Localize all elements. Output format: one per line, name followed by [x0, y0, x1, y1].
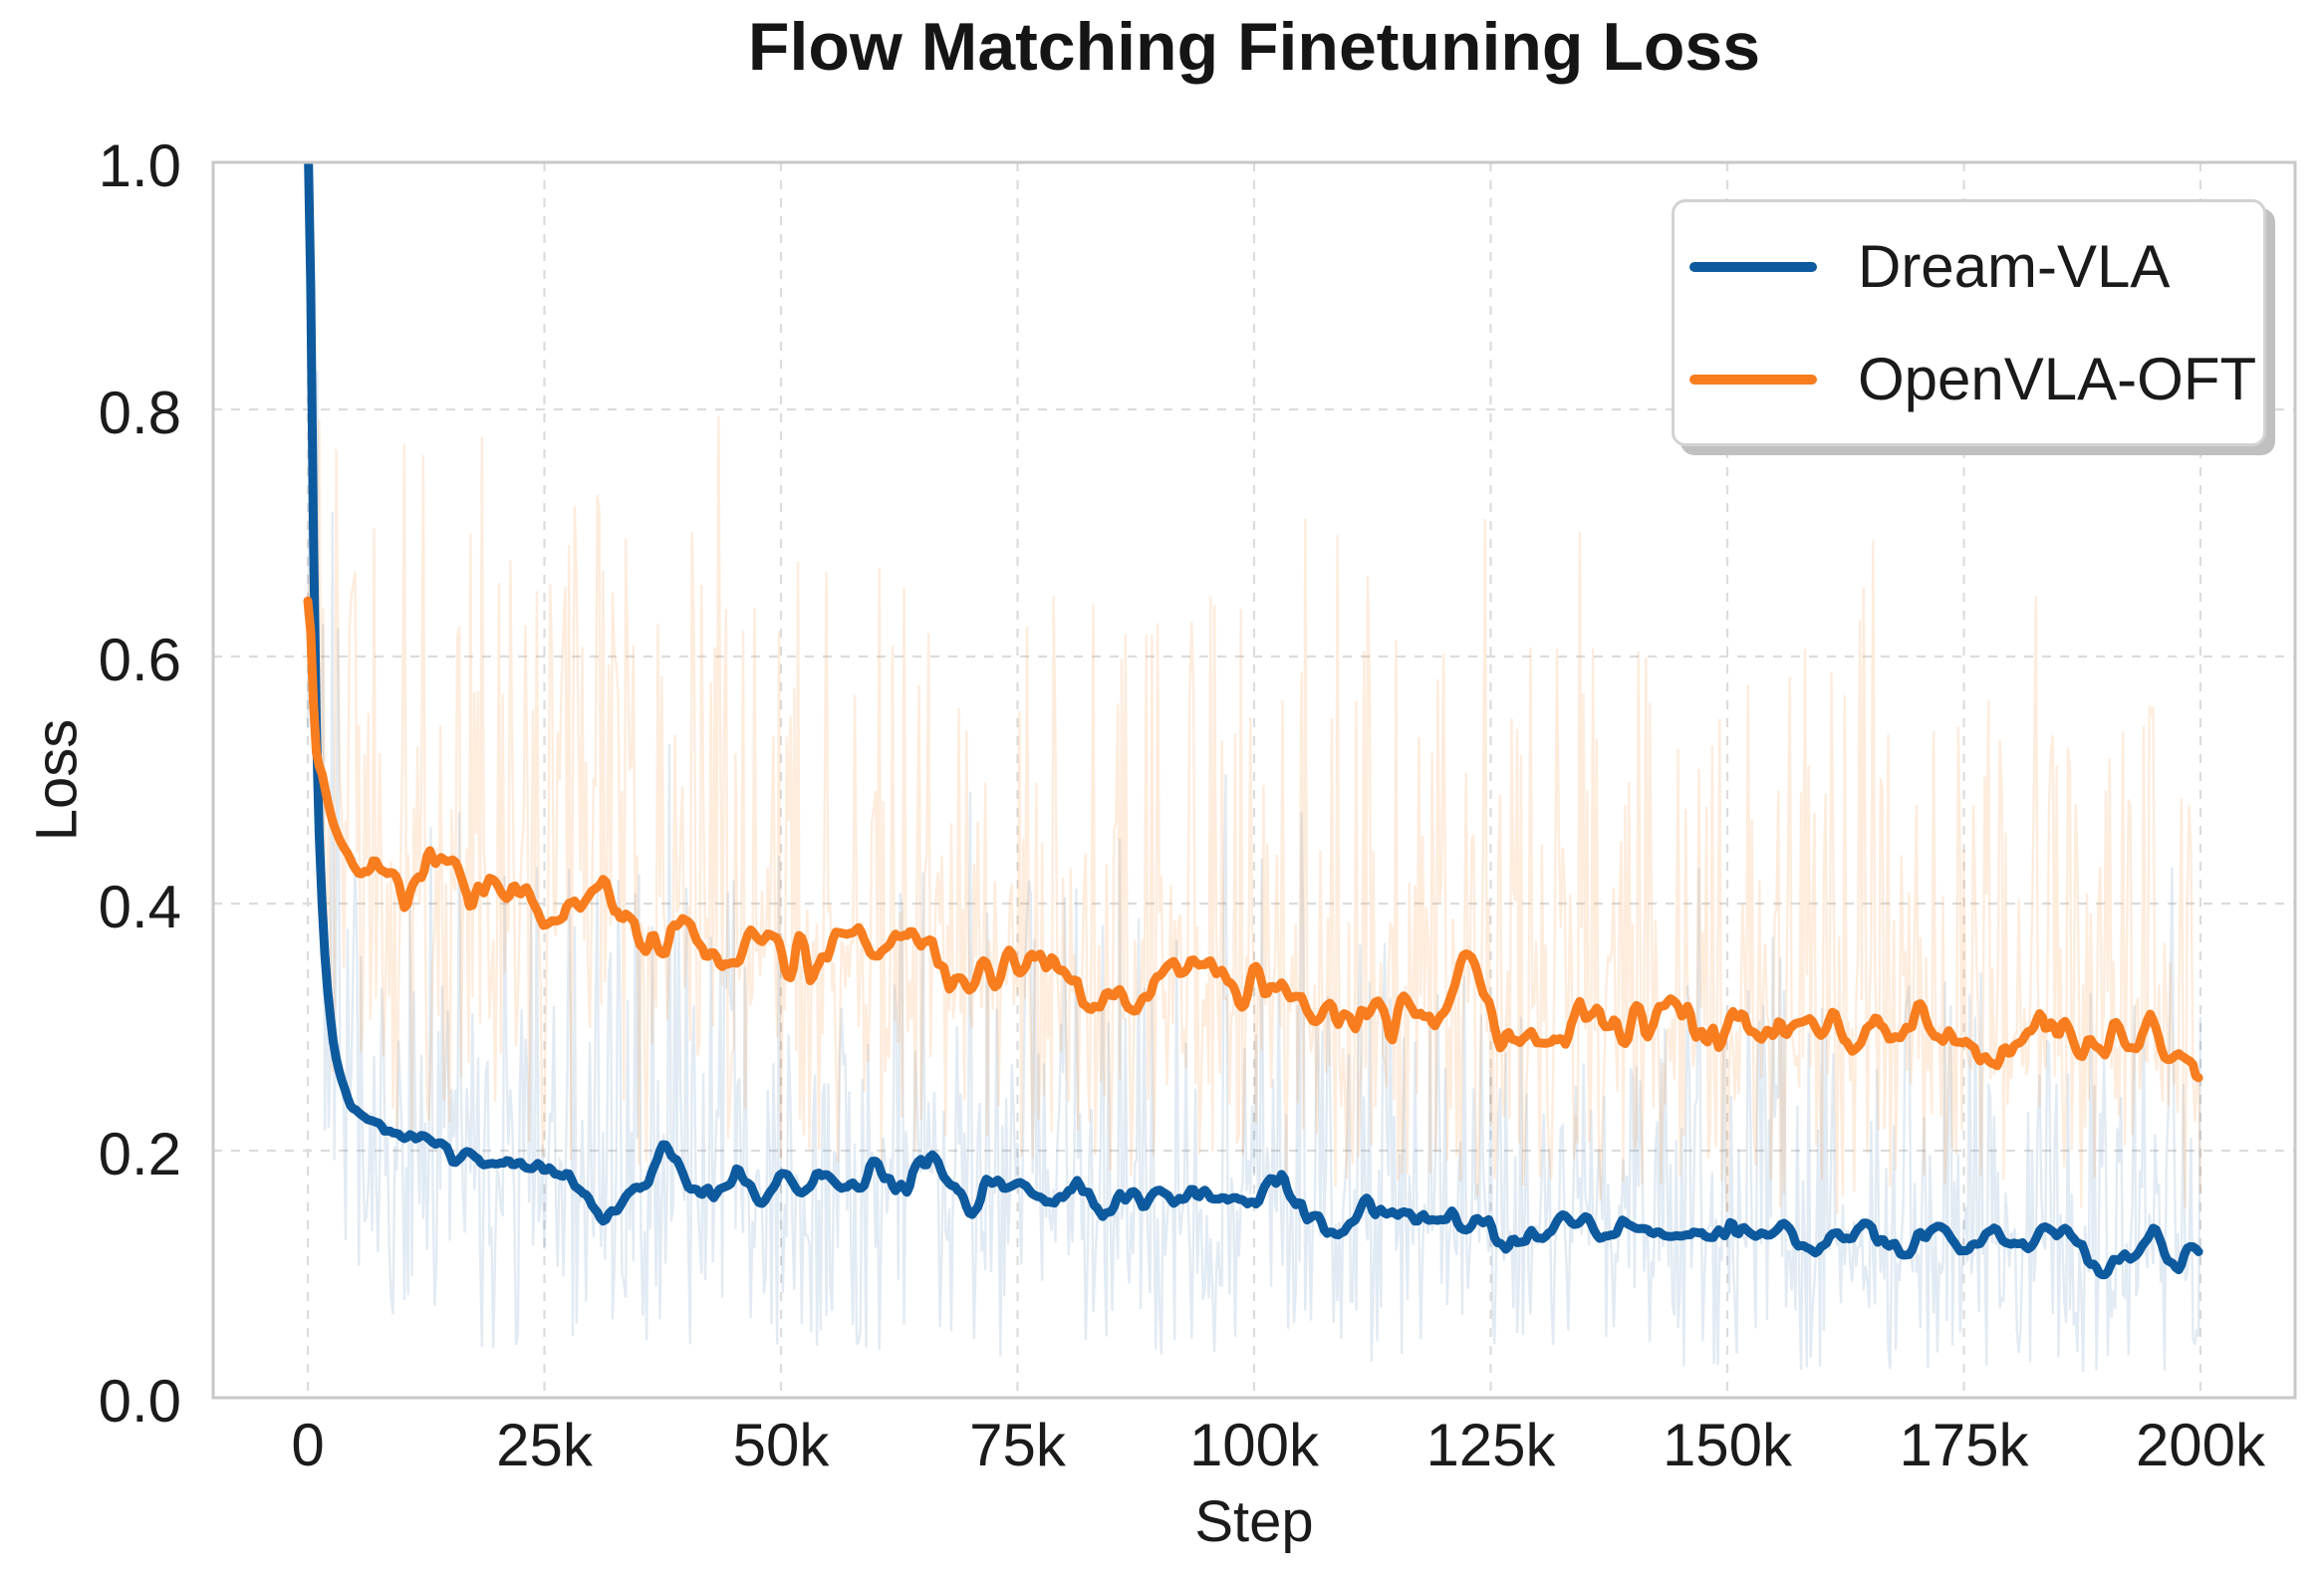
- raw-trace-OpenVLA-OFT (raw): [306, 415, 2202, 1214]
- x-tick-label: 200k: [2136, 1412, 2266, 1478]
- x-tick-labels: 0 25k 50k 75k 100k 125k 150k 175k 200k: [291, 1412, 2266, 1478]
- mean-curve-Dream-VLA: [304, 162, 2203, 1280]
- y-tick-label: 1.0: [99, 132, 181, 199]
- axes-spines: [211, 160, 2297, 1400]
- x-tick-label: 75k: [969, 1412, 1067, 1478]
- x-tick-label: 125k: [1425, 1412, 1556, 1478]
- legend-label-openvla-oft: OpenVLA-OFT: [1858, 346, 2257, 412]
- x-tick-label: 25k: [496, 1412, 594, 1478]
- y-tick-label: 0.4: [99, 874, 181, 940]
- y-axis-label: Loss: [24, 718, 90, 842]
- mean-curve-OpenVLA-OFT: [303, 596, 2203, 1083]
- x-tick-label: 150k: [1663, 1412, 1793, 1478]
- openvla-oft-line-swatch: [1689, 374, 1817, 385]
- x-tick-label: 175k: [1899, 1412, 2029, 1478]
- y-tick-label: 0.0: [99, 1368, 181, 1435]
- y-tick-labels: 0.0 0.2 0.4 0.6 0.8 1.0: [99, 132, 181, 1435]
- legend: Dream-VLA OpenVLA-OFT: [1672, 199, 2266, 446]
- smoothed-loss-curves: [303, 162, 2203, 1280]
- legend-item-dream-vla: Dream-VLA: [1689, 232, 2263, 301]
- y-tick-label: 0.2: [99, 1121, 181, 1187]
- x-tick-label: 50k: [733, 1412, 831, 1478]
- y-tick-label: 0.6: [99, 627, 181, 693]
- chart-title: Flow Matching Finetuning Loss: [747, 9, 1761, 85]
- dream-vla-line-swatch: [1689, 261, 1817, 272]
- x-tick-label: 100k: [1189, 1412, 1320, 1478]
- x-tick-label: 0: [291, 1412, 324, 1478]
- x-axis-label: Step: [1194, 1489, 1314, 1554]
- legend-item-openvla-oft: OpenVLA-OFT: [1689, 345, 2263, 413]
- legend-label-dream-vla: Dream-VLA: [1858, 233, 2171, 300]
- y-tick-label: 0.8: [99, 380, 181, 446]
